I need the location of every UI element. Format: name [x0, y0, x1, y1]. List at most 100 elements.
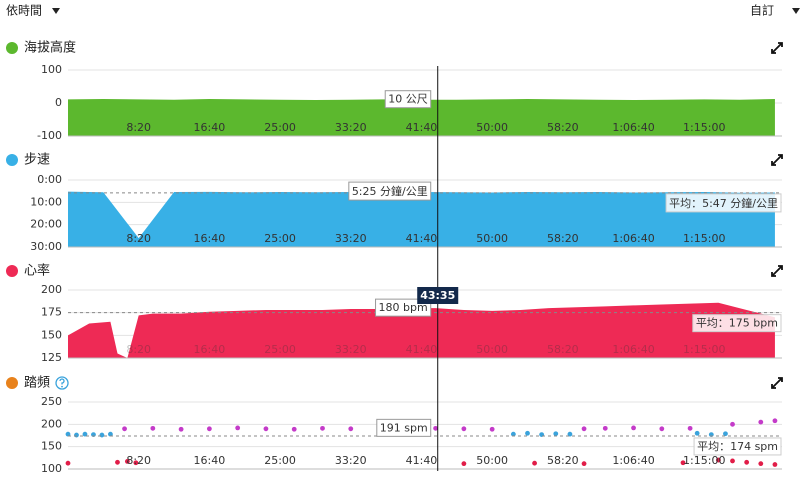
- help-icon[interactable]: [55, 376, 69, 390]
- cadence-point: [206, 426, 212, 432]
- cadence-point: [631, 425, 636, 431]
- cadence-point: [108, 431, 113, 437]
- x-tick-label: 33:20: [335, 121, 367, 134]
- cadence-point: [567, 431, 573, 437]
- view-selector[interactable]: 依時間: [6, 3, 42, 18]
- label-box: [665, 193, 782, 213]
- label-box: [348, 181, 432, 201]
- label-box: [417, 287, 459, 304]
- cadence-point: [581, 461, 587, 467]
- cadence-point: [553, 431, 559, 437]
- cadence-point: [263, 426, 269, 432]
- cadence-point: [581, 426, 587, 432]
- cadence-point: [723, 431, 728, 437]
- x-tick-label: 1:06:40: [612, 232, 654, 245]
- cursor-value-label: 191 spm: [380, 421, 428, 434]
- cadence-point: [758, 419, 764, 425]
- help-icon-part: [61, 385, 63, 388]
- x-tick-label: 25:00: [264, 232, 296, 245]
- cursor-value-label: 10 公尺: [388, 93, 428, 106]
- x-tick-label: 8:20: [126, 343, 151, 356]
- x-tick-label: 25:00: [264, 343, 296, 356]
- x-tick-label: 58:20: [547, 454, 579, 467]
- x-tick-label: 16:40: [194, 454, 226, 467]
- area: [68, 302, 775, 358]
- cadence-point: [694, 430, 700, 436]
- cadence-point: [133, 460, 139, 466]
- average-label: 平均：5:47 分鐘/公里: [669, 196, 778, 210]
- x-tick-label: 33:20: [335, 232, 367, 245]
- help-icon-part: [59, 378, 65, 385]
- cadence-point: [525, 430, 530, 436]
- cadence-point: [772, 418, 778, 424]
- x-tick-label: 58:20: [547, 343, 579, 356]
- cadence-point: [150, 425, 156, 431]
- area: [68, 99, 775, 136]
- cadence-point: [461, 426, 467, 432]
- cadence-point: [320, 425, 325, 431]
- cadence-point: [235, 425, 241, 431]
- x-tick-label: 1:15:00: [683, 454, 725, 467]
- label-box: [375, 298, 432, 317]
- label-box: [384, 90, 432, 109]
- y-tick-label: 200: [41, 283, 62, 296]
- chart-title: 步速: [24, 153, 50, 168]
- x-tick-label: 50:00: [476, 343, 508, 356]
- expand-icon[interactable]: [771, 265, 783, 277]
- average-label: 平均：175 bpm: [696, 317, 778, 330]
- cadence-point: [461, 461, 467, 467]
- cadence-point: [124, 459, 130, 464]
- cadence-point: [99, 432, 105, 438]
- y-tick-label: 200: [41, 417, 62, 430]
- cadence-point: [291, 426, 297, 432]
- x-tick-label: 8:20: [126, 121, 151, 134]
- y-tick-label: 150: [41, 328, 62, 341]
- x-tick-label: 1:06:40: [612, 343, 654, 356]
- x-tick-label: 16:40: [194, 121, 226, 134]
- average-label: 平均：174 spm: [697, 440, 778, 453]
- y-tick-label: 20:00: [30, 218, 62, 231]
- x-tick-label: 1:15:00: [683, 343, 725, 356]
- help-icon-part: [55, 376, 69, 390]
- x-tick-label: 1:15:00: [683, 232, 725, 245]
- y-tick-label: -100: [37, 129, 62, 142]
- cadence-point: [715, 457, 721, 463]
- custom-selector[interactable]: 自訂: [750, 3, 774, 18]
- cadence-point: [74, 432, 79, 438]
- area: [68, 191, 775, 247]
- cadence-point: [659, 426, 665, 432]
- y-tick-label: 0:00: [37, 173, 62, 186]
- chart-title: 踏頻: [24, 376, 50, 391]
- cadence-point: [122, 426, 127, 432]
- expand-icon[interactable]: [771, 377, 783, 389]
- x-tick-label: 50:00: [476, 232, 508, 245]
- title-icon: [6, 377, 18, 389]
- expand-icon[interactable]: [771, 42, 783, 54]
- cadence-point: [680, 460, 686, 466]
- cadence-point: [433, 425, 439, 431]
- chart-title: 海拔高度: [24, 40, 76, 56]
- x-tick-label: 16:40: [194, 232, 226, 245]
- x-tick-label: 50:00: [476, 121, 508, 134]
- x-tick-label: 41:40: [406, 232, 438, 245]
- label-box: [692, 314, 782, 333]
- x-tick-label: 8:20: [126, 232, 151, 245]
- cadence-point: [65, 460, 71, 466]
- cadence-point: [687, 425, 693, 431]
- x-tick-label: 25:00: [264, 454, 296, 467]
- x-tick-label: 58:20: [547, 121, 579, 134]
- x-tick-label: 1:06:40: [612, 121, 654, 134]
- label-box: [693, 437, 782, 456]
- expand-icon[interactable]: [771, 154, 783, 166]
- dropdown-arrow[interactable]: [52, 8, 60, 14]
- x-tick-label: 41:40: [406, 454, 438, 467]
- title-icon: [6, 154, 18, 166]
- dropdown-arrow[interactable]: [792, 8, 800, 14]
- y-tick-label: 100: [41, 462, 62, 475]
- cadence-point: [772, 462, 778, 467]
- y-tick-label: 150: [41, 440, 62, 453]
- x-tick-label: 8:20: [126, 454, 151, 467]
- title-icon: [6, 265, 18, 277]
- cadence-point: [82, 431, 88, 437]
